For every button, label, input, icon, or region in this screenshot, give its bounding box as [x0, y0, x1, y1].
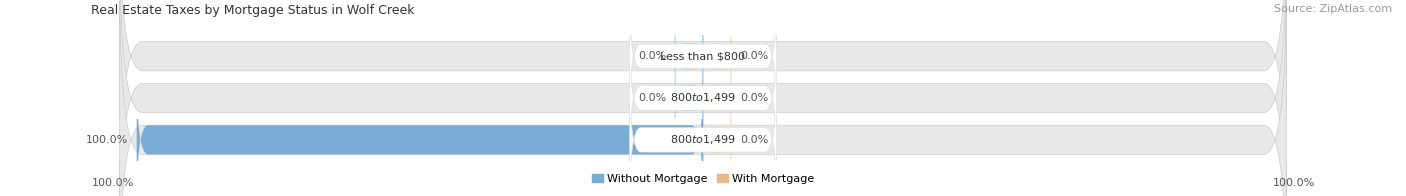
Text: $800 to $1,499: $800 to $1,499 — [671, 133, 735, 146]
FancyBboxPatch shape — [703, 48, 731, 148]
FancyBboxPatch shape — [136, 71, 703, 196]
Text: 100.0%: 100.0% — [86, 135, 128, 145]
Text: Real Estate Taxes by Mortgage Status in Wolf Creek: Real Estate Taxes by Mortgage Status in … — [91, 4, 415, 17]
Text: 100.0%: 100.0% — [1272, 178, 1315, 188]
FancyBboxPatch shape — [120, 0, 1286, 196]
Text: Source: ZipAtlas.com: Source: ZipAtlas.com — [1274, 4, 1392, 14]
Text: 0.0%: 0.0% — [740, 135, 768, 145]
Text: 0.0%: 0.0% — [740, 51, 768, 61]
FancyBboxPatch shape — [120, 0, 1286, 196]
FancyBboxPatch shape — [675, 48, 703, 148]
FancyBboxPatch shape — [703, 7, 731, 106]
Text: 0.0%: 0.0% — [638, 93, 666, 103]
FancyBboxPatch shape — [675, 7, 703, 106]
FancyBboxPatch shape — [703, 90, 731, 189]
Text: 0.0%: 0.0% — [740, 93, 768, 103]
Text: 0.0%: 0.0% — [638, 51, 666, 61]
FancyBboxPatch shape — [630, 27, 776, 169]
FancyBboxPatch shape — [630, 0, 776, 128]
Legend: Without Mortgage, With Mortgage: Without Mortgage, With Mortgage — [588, 170, 818, 189]
Text: 100.0%: 100.0% — [91, 178, 134, 188]
Text: Less than $800: Less than $800 — [661, 51, 745, 61]
FancyBboxPatch shape — [630, 68, 776, 196]
FancyBboxPatch shape — [120, 0, 1286, 196]
Text: $800 to $1,499: $800 to $1,499 — [671, 92, 735, 104]
